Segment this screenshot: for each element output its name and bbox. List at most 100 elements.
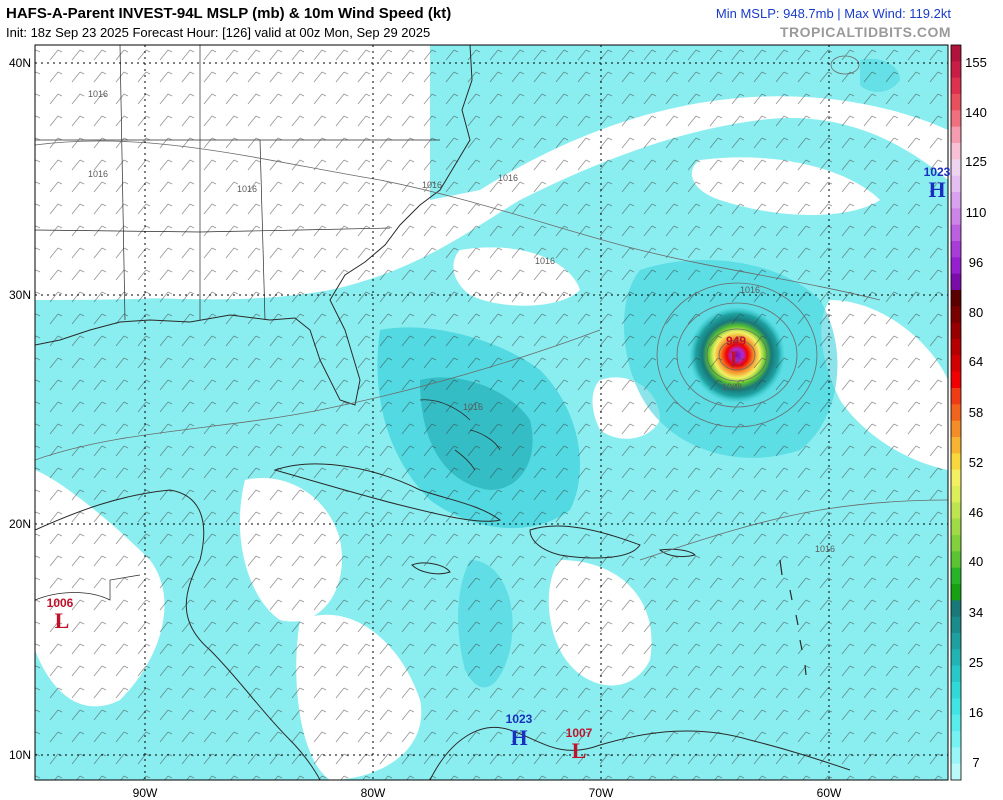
colorbar-label: 155 — [965, 55, 987, 70]
brand-label: TROPICALTIDBITS.COM — [779, 24, 951, 40]
colorbar-label: 64 — [969, 354, 983, 369]
colorbar-swatch — [951, 273, 961, 291]
lon-label: 90W — [133, 786, 158, 800]
low-center-gulf: 1006 L — [47, 596, 74, 633]
colorbar-swatch — [951, 649, 961, 667]
isobar-label: 1016 — [237, 184, 257, 194]
colorbar-swatch — [951, 208, 961, 226]
isobar-label: 1016 — [88, 169, 108, 179]
colorbar-swatch — [951, 502, 961, 520]
colorbar-swatch — [951, 584, 961, 601]
colorbar-label: 110 — [966, 205, 987, 220]
colorbar-swatch — [951, 437, 961, 454]
lon-label: 60W — [817, 786, 842, 800]
isobar-label: 1016 — [815, 544, 835, 554]
colorbar-label: 140 — [965, 105, 987, 120]
pressure-letter: L — [730, 346, 745, 371]
colorbar-swatch — [951, 322, 961, 340]
colorbar — [950, 44, 962, 781]
colorbar-swatch — [951, 126, 961, 144]
colorbar-swatch — [951, 404, 961, 422]
colorbar-label: 46 — [969, 505, 983, 520]
pressure-letter: H — [928, 177, 945, 202]
pressure-value: 1023 — [506, 712, 533, 726]
colorbar-swatch — [951, 731, 961, 748]
lat-label: 20N — [9, 517, 31, 531]
isobar-label: 1016 — [498, 173, 518, 183]
colorbar-swatch — [951, 747, 961, 765]
colorbar-label: 25 — [969, 655, 983, 670]
pressure-letter: L — [572, 738, 587, 763]
colorbar-label: 40 — [969, 554, 983, 569]
colorbar-label: 34 — [969, 605, 983, 620]
colorbar-swatch — [951, 61, 961, 79]
colorbar-swatch — [951, 616, 961, 634]
colorbar-label: 52 — [969, 455, 983, 470]
graticule — [35, 45, 948, 780]
high-center-caribbean: 1023 H — [506, 712, 533, 750]
stats-readout: Min MSLP: 948.7mb | Max Wind: 119.2kt — [715, 6, 951, 21]
colorbar-label: 7 — [972, 755, 979, 770]
isobar-label: 1016 — [88, 89, 108, 99]
colorbar-swatch — [951, 633, 961, 650]
colorbar-swatch — [951, 486, 961, 503]
colorbar-swatch — [951, 306, 961, 324]
colorbar-swatch — [951, 420, 961, 438]
colorbar-frame — [950, 44, 962, 781]
isobar-label: 1016 — [463, 402, 483, 412]
colorbar-swatch — [951, 224, 961, 242]
colorbar-swatch — [951, 77, 961, 95]
isobar-label: 1016 — [535, 256, 555, 266]
colorbar-swatch — [951, 535, 961, 552]
pressure-value: 949 — [726, 334, 746, 348]
colorbar-swatch — [951, 45, 961, 62]
colorbar-swatch — [951, 518, 961, 536]
lat-label: 40N — [9, 56, 31, 70]
colorbar-swatch — [951, 682, 961, 699]
pressure-value: 1006 — [47, 596, 74, 610]
colorbar-swatch — [951, 94, 961, 111]
isobars — [35, 55, 948, 561]
isobar-label: 1016 — [422, 180, 442, 190]
colorbar-swatch — [951, 567, 961, 585]
colorbar-swatch — [951, 371, 961, 389]
pressure-letter: L — [55, 608, 70, 633]
wind-field — [35, 45, 948, 780]
coastlines — [35, 45, 851, 780]
colorbar-label: 125 — [965, 154, 987, 169]
isobar-label: 1016 — [740, 285, 760, 295]
colorbar-swatch — [951, 600, 961, 618]
isobar-label: 1008 — [722, 382, 742, 392]
colorbar-swatch — [951, 257, 961, 275]
colorbar-label: 16 — [969, 705, 983, 720]
lon-label: 80W — [361, 786, 386, 800]
colorbar-swatch — [951, 192, 961, 209]
axis-labels: 90W 80W 70W 60W 40N 30N 20N 10N — [9, 56, 842, 800]
colorbar-swatch — [951, 714, 961, 732]
pressure-value: 1007 — [566, 726, 593, 740]
colorbar-labels: 155 140 125 110 96 80 64 58 52 46 40 34 … — [965, 55, 987, 770]
low-center-caribbean: 1007 L — [566, 726, 593, 763]
low-center-hurricane: 949 L — [726, 334, 746, 371]
map-title: HAFS-A-Parent INVEST-94L MSLP (mb) & 10m… — [6, 5, 452, 22]
colorbar-swatch — [951, 175, 961, 193]
colorbar-swatch — [951, 110, 961, 128]
lat-label: 30N — [9, 288, 31, 302]
colorbar-swatch — [951, 469, 961, 487]
colorbar-swatch — [951, 143, 961, 160]
map-subtitle: Init: 18z Sep 23 2025 Forecast Hour: [12… — [6, 25, 431, 40]
colorbar-swatch — [951, 290, 961, 307]
colorbar-swatch — [951, 339, 961, 356]
colorbar-label: 80 — [969, 305, 983, 320]
lat-label: 10N — [9, 748, 31, 762]
colorbar-swatch — [951, 355, 961, 373]
colorbar-label: 96 — [969, 255, 983, 270]
colorbar-swatch — [951, 665, 961, 683]
lon-label: 70W — [589, 786, 614, 800]
colorbar-swatch — [951, 763, 961, 781]
colorbar-swatch — [951, 159, 961, 177]
plot-frame — [34, 44, 949, 781]
isobar-labels: 1016 1016 1016 1016 1016 1016 1016 1016 … — [88, 89, 835, 554]
colorbar-label: 58 — [969, 405, 983, 420]
pressure-letter: H — [510, 725, 527, 750]
